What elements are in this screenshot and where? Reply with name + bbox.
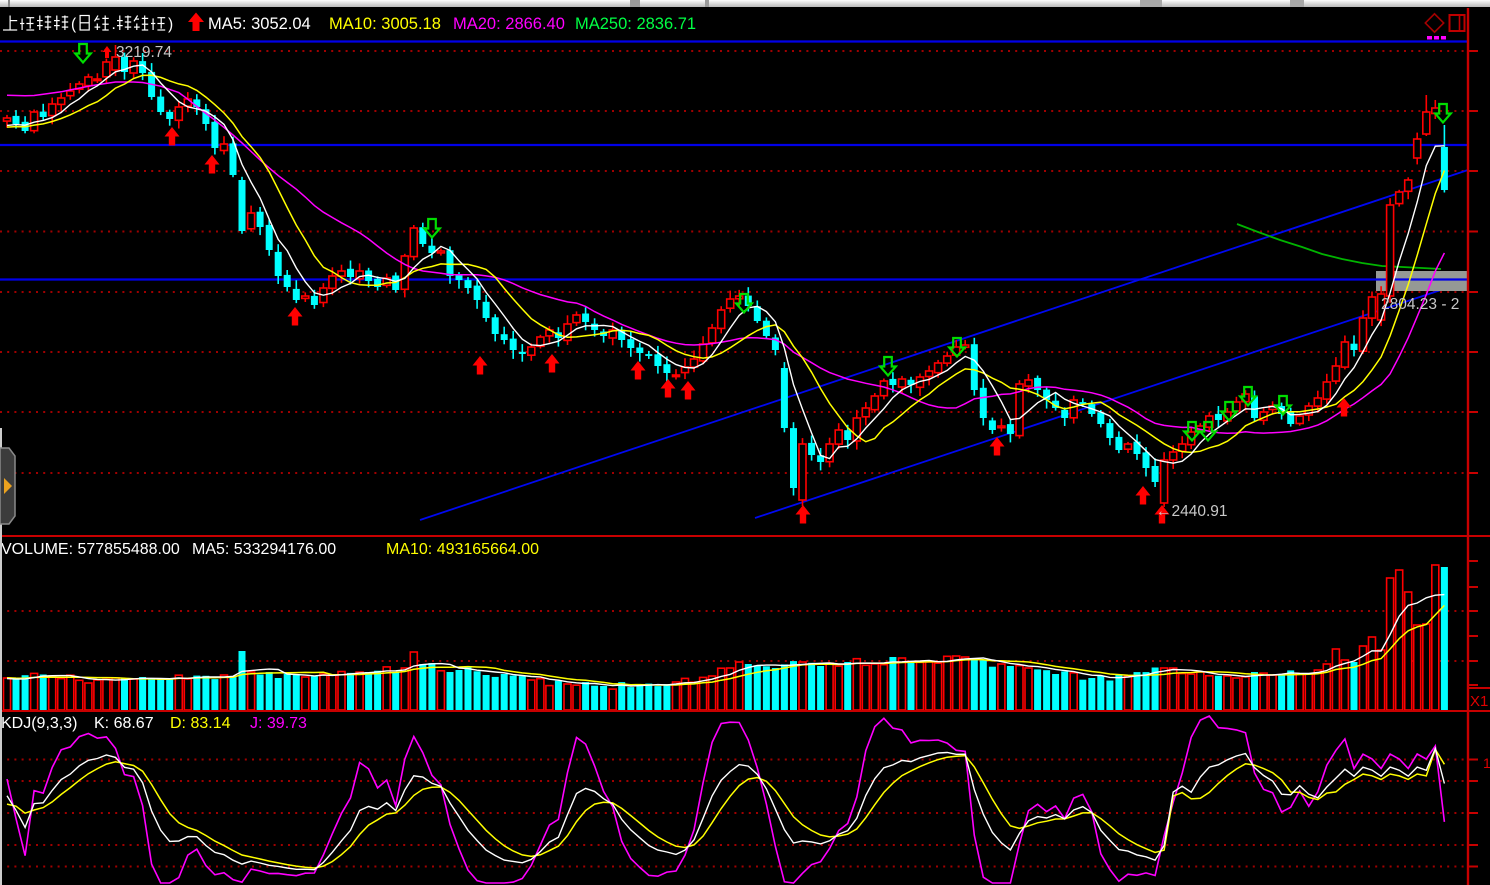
svg-text:.: . [112,16,116,33]
svg-text:MA250: 2836.71: MA250: 2836.71 [575,15,696,33]
svg-text:D: 83.14: D: 83.14 [170,715,231,732]
svg-text:(: ( [71,16,77,33]
svg-text:MA5: 3052.04: MA5: 3052.04 [208,15,311,33]
svg-text:VOLUME: 577855488.00: VOLUME: 577855488.00 [1,541,180,558]
svg-text:MA5: 533294176.00: MA5: 533294176.00 [192,541,336,558]
svg-text:): ) [168,16,173,33]
svg-text:MA10: 3005.18: MA10: 3005.18 [329,15,441,33]
svg-text:1: 1 [1483,755,1490,771]
svg-text:3219.74: 3219.74 [116,44,172,61]
svg-text:KDJ(9,3,3): KDJ(9,3,3) [1,715,77,732]
svg-text:X1: X1 [1470,693,1488,710]
svg-text:MA20: 2866.40: MA20: 2866.40 [453,15,565,33]
svg-text:K: 68.67: K: 68.67 [94,715,154,732]
svg-text:2804.23 - 2: 2804.23 - 2 [1381,296,1459,313]
svg-text:MA10: 493165664.00: MA10: 493165664.00 [386,541,539,558]
svg-text:J: 39.73: J: 39.73 [250,715,307,732]
svg-text:←2440.91: ←2440.91 [1156,503,1228,520]
